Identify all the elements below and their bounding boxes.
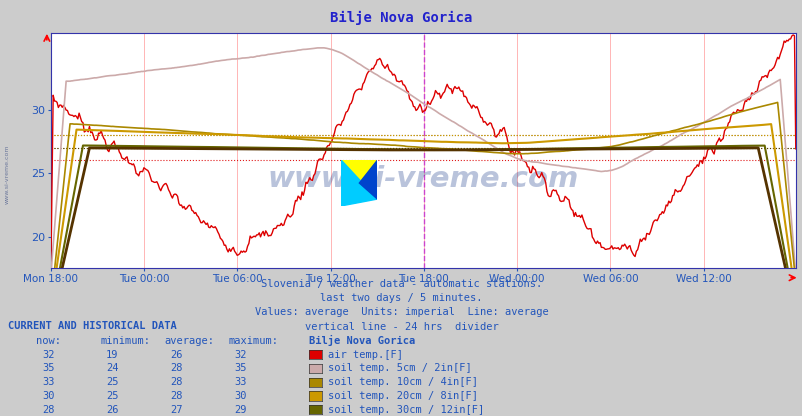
Text: 28: 28	[170, 391, 183, 401]
Text: soil temp. 20cm / 8in[F]: soil temp. 20cm / 8in[F]	[328, 391, 478, 401]
Text: Bilje Nova Gorica: Bilje Nova Gorica	[330, 10, 472, 25]
Text: 32: 32	[234, 350, 247, 360]
Text: now:: now:	[36, 336, 61, 346]
Text: 25: 25	[106, 391, 119, 401]
Text: 28: 28	[170, 364, 183, 374]
Polygon shape	[341, 160, 377, 199]
Text: Slovenia / weather data - automatic stations.: Slovenia / weather data - automatic stat…	[261, 279, 541, 289]
Text: soil temp. 30cm / 12in[F]: soil temp. 30cm / 12in[F]	[328, 405, 484, 415]
Text: soil temp. 5cm / 2in[F]: soil temp. 5cm / 2in[F]	[328, 364, 472, 374]
Text: 26: 26	[106, 405, 119, 415]
Text: Bilje Nova Gorica: Bilje Nova Gorica	[309, 335, 415, 346]
Text: 24: 24	[106, 364, 119, 374]
Text: 28: 28	[42, 405, 55, 415]
Text: 26: 26	[170, 350, 183, 360]
Text: 33: 33	[234, 377, 247, 387]
Text: 30: 30	[234, 391, 247, 401]
Text: 25: 25	[106, 377, 119, 387]
Text: maximum:: maximum:	[229, 336, 278, 346]
Text: Values: average  Units: imperial  Line: average: Values: average Units: imperial Line: av…	[254, 307, 548, 317]
Text: soil temp. 10cm / 4in[F]: soil temp. 10cm / 4in[F]	[328, 377, 478, 387]
Text: 29: 29	[234, 405, 247, 415]
Text: 27: 27	[170, 405, 183, 415]
Text: 35: 35	[234, 364, 247, 374]
Text: www.si-vreme.com: www.si-vreme.com	[267, 165, 578, 193]
Text: average:: average:	[164, 336, 214, 346]
Text: vertical line - 24 hrs  divider: vertical line - 24 hrs divider	[304, 322, 498, 332]
Text: www.si-vreme.com: www.si-vreme.com	[5, 145, 10, 205]
Text: CURRENT AND HISTORICAL DATA: CURRENT AND HISTORICAL DATA	[8, 321, 176, 331]
Text: 30: 30	[42, 391, 55, 401]
Text: 28: 28	[170, 377, 183, 387]
Text: last two days / 5 minutes.: last two days / 5 minutes.	[320, 293, 482, 303]
Text: minimum:: minimum:	[100, 336, 150, 346]
Text: 32: 32	[42, 350, 55, 360]
Text: 35: 35	[42, 364, 55, 374]
Polygon shape	[341, 160, 377, 206]
Text: 19: 19	[106, 350, 119, 360]
Text: air temp.[F]: air temp.[F]	[328, 350, 403, 360]
Text: 33: 33	[42, 377, 55, 387]
Polygon shape	[358, 160, 377, 199]
